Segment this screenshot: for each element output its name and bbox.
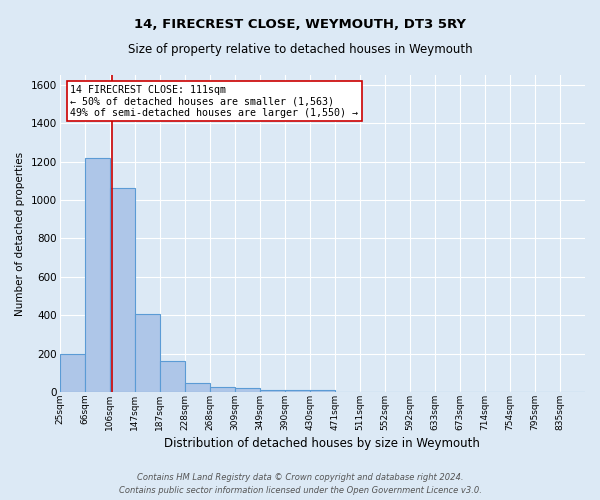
Bar [235,388,260,392]
Bar [285,390,310,392]
Bar [85,158,110,392]
Bar [210,388,235,392]
Text: Contains public sector information licensed under the Open Government Licence v3: Contains public sector information licen… [119,486,481,495]
Text: 14, FIRECREST CLOSE, WEYMOUTH, DT3 5RY: 14, FIRECREST CLOSE, WEYMOUTH, DT3 5RY [134,18,466,30]
Bar [185,382,210,392]
Text: Size of property relative to detached houses in Weymouth: Size of property relative to detached ho… [128,42,472,56]
X-axis label: Distribution of detached houses by size in Weymouth: Distribution of detached houses by size … [164,437,480,450]
Bar [110,188,134,392]
Bar [160,360,185,392]
Bar [59,354,85,393]
Bar [260,390,285,392]
Bar [310,390,335,392]
Bar [134,314,160,392]
Text: Contains HM Land Registry data © Crown copyright and database right 2024.: Contains HM Land Registry data © Crown c… [137,474,463,482]
Text: 14 FIRECREST CLOSE: 111sqm
← 50% of detached houses are smaller (1,563)
49% of s: 14 FIRECREST CLOSE: 111sqm ← 50% of deta… [70,84,358,117]
Y-axis label: Number of detached properties: Number of detached properties [15,152,25,316]
